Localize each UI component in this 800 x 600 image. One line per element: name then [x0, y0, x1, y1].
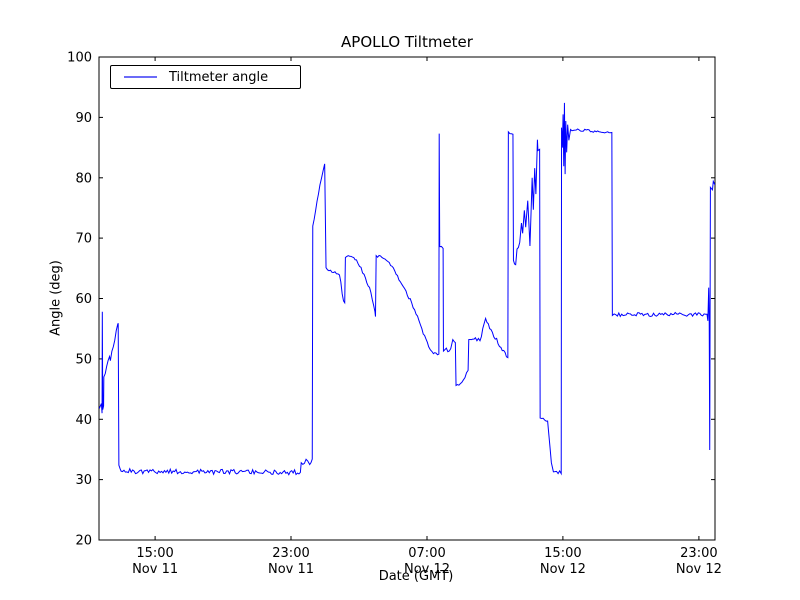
legend-box: Tiltmeter angle	[110, 65, 301, 89]
y-tick-label: 20	[75, 534, 92, 549]
y-tick-label: 40	[75, 413, 92, 428]
y-axis-label: Angle (deg)	[48, 260, 64, 336]
plot-box	[98, 56, 716, 541]
y-tick-label: 90	[75, 111, 92, 126]
legend-line-sample	[124, 76, 157, 78]
x-tick-label-time: 15:00	[136, 546, 173, 561]
y-tick-label: 70	[75, 232, 92, 247]
y-tick-label: 100	[67, 51, 92, 66]
x-tick-label-date: Nov 12	[404, 562, 450, 577]
x-tick-label-time: 23:00	[272, 546, 309, 561]
tiltmeter-angle-line	[99, 102, 715, 476]
x-tick-label-date: Nov 12	[676, 562, 722, 577]
axis-ticks	[99, 56, 715, 541]
y-tick-label: 50	[75, 352, 92, 367]
y-tick-label: 80	[75, 171, 92, 186]
legend-label: Tiltmeter angle	[169, 69, 269, 85]
y-tick-label: 30	[75, 473, 92, 488]
x-tick-label-time: 07:00	[408, 546, 445, 561]
x-tick-label-date: Nov 11	[268, 562, 314, 577]
x-tick-label-date: Nov 12	[540, 562, 586, 577]
y-tick-label: 60	[75, 292, 92, 307]
x-axis-label: Date (GMT)	[378, 569, 454, 584]
x-tick-label-time: 23:00	[680, 546, 717, 561]
x-tick-label-date: Nov 11	[132, 562, 178, 577]
x-tick-label-time: 15:00	[544, 546, 581, 561]
chart-title: APOLLO Tiltmeter	[341, 33, 473, 51]
